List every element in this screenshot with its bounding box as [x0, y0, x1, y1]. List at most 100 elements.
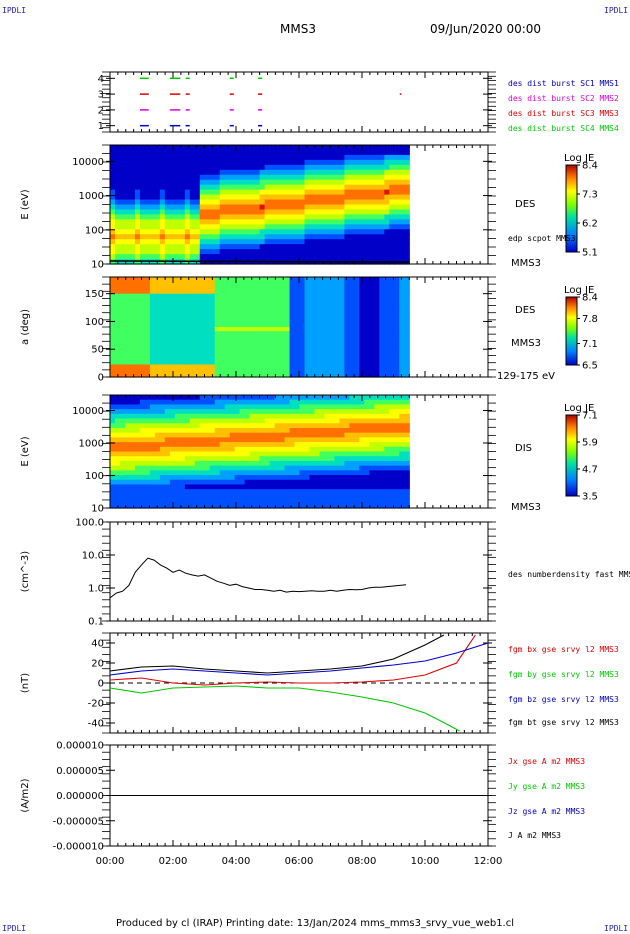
des-energy-panel-cell	[309, 234, 316, 240]
dis-energy-panel-cell	[254, 470, 261, 476]
dis-energy-panel-cell	[389, 399, 395, 406]
des-energy-panel-ytick-label: 10000	[72, 157, 104, 168]
des-energy-panel-cell	[399, 174, 405, 181]
dis-energy-panel-cell	[209, 404, 216, 410]
dis-energy-panel-cell	[339, 427, 346, 434]
des-energy-panel-cell	[179, 145, 186, 151]
des-energy-panel-cell	[374, 229, 380, 235]
dis-energy-panel-cell	[399, 446, 405, 453]
dis-energy-panel-cell	[159, 413, 166, 420]
des-energy-panel-cell	[229, 234, 236, 240]
dis-energy-panel-cell	[264, 493, 271, 500]
dis-energy-panel-cell	[274, 503, 281, 509]
des-pitch-panel-cell	[254, 364, 261, 370]
des-energy-panel-cell	[134, 189, 141, 196]
dis-energy-panel-cell	[314, 456, 321, 462]
dis-energy-panel-cell	[359, 418, 365, 424]
des-pitch-panel-cell	[189, 335, 196, 341]
dis-energy-panel-cell	[339, 418, 346, 424]
des-pitch-panel-cell	[169, 289, 176, 295]
des-pitch-panel-cell	[139, 372, 146, 378]
des-energy-panel-cell	[159, 174, 166, 181]
dis-energy-panel-cell	[144, 395, 151, 401]
des-pitch-panel-cell	[364, 310, 370, 316]
dis-energy-panel-cell	[249, 442, 256, 448]
des-pitch-panel-cell	[284, 339, 291, 345]
des-energy-panel-ytick-label: 1000	[79, 191, 104, 202]
des-pitch-panel-cell	[304, 318, 311, 324]
des-pitch-panel-cell	[214, 347, 221, 353]
des-energy-panel-cell	[404, 214, 410, 220]
des-energy-panel-cell	[399, 169, 405, 176]
dis-energy-panel-cell	[324, 404, 331, 410]
des-pitch-panel-cell	[179, 335, 186, 341]
des-pitch-panel-cell	[169, 306, 176, 311]
dis-energy-panel-cell	[209, 451, 216, 457]
dis-energy-panel-cell	[229, 493, 236, 500]
dis-energy-panel-cell	[249, 493, 256, 500]
dis-energy-panel-cell	[174, 470, 181, 476]
des-pitch-panel-cell	[264, 331, 271, 336]
des-energy-panel-cell	[349, 249, 355, 255]
des-energy-panel-cell	[204, 224, 211, 230]
des-energy-panel-cell	[369, 145, 375, 151]
des-energy-panel-cell	[349, 229, 355, 235]
des-energy-panel-cell	[204, 174, 211, 181]
des-energy-panel-cell	[199, 249, 206, 255]
des-pitch-panel-cell	[169, 285, 176, 291]
des-pitch-panel-cell	[389, 310, 395, 316]
des-energy-panel-cell	[369, 164, 375, 171]
des-energy-panel-cell	[164, 194, 171, 201]
des-energy-panel-cell	[224, 244, 231, 250]
des-energy-panel-cell	[334, 254, 341, 260]
des-pitch-panel-cell	[114, 318, 121, 324]
des-pitch-panel-cell	[264, 322, 271, 328]
des-pitch-panel-cell	[204, 314, 211, 320]
des-pitch-panel-cell	[144, 289, 151, 295]
des-energy-panel-cell	[404, 209, 410, 216]
des-energy-panel-cell	[144, 194, 151, 201]
des-energy-panel-cell	[110, 254, 116, 260]
des-energy-panel-cell	[234, 184, 241, 191]
dis-energy-panel-cell	[110, 503, 116, 509]
des-energy-panel-cell	[294, 194, 301, 201]
des-pitch-panel-cell	[339, 314, 346, 320]
des-energy-panel-cell	[289, 194, 296, 201]
dis-energy-panel-cell	[364, 465, 370, 471]
des-pitch-panel-cell	[110, 360, 116, 366]
dis-energy-panel-cell	[229, 413, 236, 420]
des-pitch-panel-cell	[229, 347, 236, 353]
dis-energy-panel-cell	[139, 418, 146, 424]
dis-energy-panel-cell	[154, 451, 161, 457]
des-energy-panel-cell	[374, 214, 380, 220]
des-energy-panel-cell	[239, 214, 246, 220]
dis-energy-panel-cell	[369, 484, 375, 490]
dis-energy-panel-cell	[314, 418, 321, 424]
des-pitch-panel-cell	[389, 281, 395, 286]
des-energy-panel-cell	[134, 219, 141, 225]
dis-energy-panel-cell	[349, 503, 355, 509]
des-pitch-panel-cell	[154, 368, 161, 374]
dis-energy-panel-cell	[224, 489, 231, 495]
des-energy-panel-cell	[169, 184, 176, 191]
dis-energy-panel-cell	[169, 475, 176, 481]
dis-energy-panel-cell	[389, 498, 395, 504]
des-energy-panel-cell	[219, 179, 226, 186]
dis-energy-panel-cell	[374, 465, 380, 471]
dis-energy-panel-cell	[219, 442, 226, 448]
corner-label-top-left: IPDLI	[2, 6, 27, 15]
des-pitch-panel-cell	[219, 314, 226, 320]
des-energy-panel-cell	[384, 219, 390, 225]
dis-energy-panel-cell	[274, 465, 281, 471]
dis-energy-panel-cell	[344, 479, 350, 486]
dis-energy-panel-cell	[259, 484, 266, 490]
des-pitch-panel-cell	[284, 322, 291, 328]
des-energy-panel-cell	[119, 204, 126, 211]
des-pitch-panel-cell	[114, 331, 121, 336]
dis-energy-panel-cell	[334, 404, 341, 410]
dis-energy-panel-cell	[294, 427, 301, 434]
des-pitch-panel-cell	[264, 335, 271, 341]
des-energy-panel-cell	[389, 249, 395, 255]
des-energy-panel-cell	[239, 174, 246, 181]
dis-energy-panel-cell	[379, 427, 385, 434]
